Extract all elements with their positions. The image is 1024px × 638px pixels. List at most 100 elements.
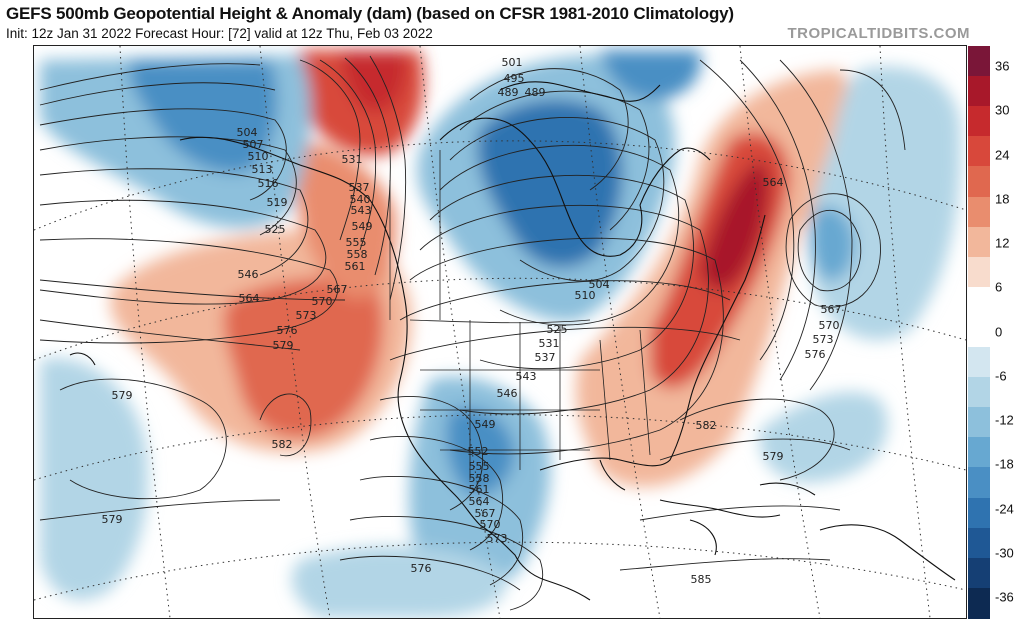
colorbar-segment [968, 557, 990, 589]
contour-label: 570 [312, 295, 333, 308]
contour-label: 573 [487, 532, 508, 545]
contour-label: 558 [347, 248, 368, 261]
negative-anomaly-north-atlantic [809, 66, 961, 340]
contour-label: 576 [411, 562, 432, 575]
contour-label: 516 [258, 177, 279, 190]
contour-label: 531 [342, 153, 363, 166]
colorbar-segment [968, 286, 990, 318]
contour-label: 543 [351, 204, 372, 217]
contour-label: 543 [516, 370, 537, 383]
colorbar-tick-label: 6 [995, 279, 1003, 295]
colorbar-segment [968, 256, 990, 288]
colorbar-segment [968, 347, 990, 379]
contour-label: 561 [345, 260, 366, 273]
colorbar-segment [968, 316, 990, 348]
contour-label: 558 [469, 472, 490, 485]
contour-label: 582 [696, 419, 717, 432]
colorbar-segment [968, 497, 990, 529]
colorbar-segment [968, 106, 990, 138]
contour-label: 525 [547, 323, 568, 336]
contour-label: 555 [469, 460, 490, 473]
colorbar-segment [968, 196, 990, 228]
contour-label: 567 [327, 283, 348, 296]
negative-anomaly-arctic [600, 50, 701, 100]
colorbar-segment [968, 437, 990, 469]
contour-label: 552 [468, 445, 489, 458]
contour-label: 489 [525, 86, 546, 99]
colorbar-segment [968, 407, 990, 439]
colorbar-tick-label: 0 [995, 324, 1003, 339]
negative-anomaly-mexico [291, 546, 506, 618]
contour-label: 564 [239, 292, 260, 305]
political-borders [389, 150, 651, 480]
coastlines [69, 81, 956, 601]
colorbar-tick-label: -24 [995, 501, 1014, 516]
colorbar-segment [968, 46, 990, 77]
colorbar-tick-label: 12 [995, 235, 1010, 251]
height-contours [39, 55, 906, 611]
contour-label: 546 [497, 387, 518, 400]
contour-label: 567 [475, 507, 496, 520]
colorbar-segment [968, 136, 990, 168]
colorbar-segment [968, 467, 990, 499]
contour-label: 573 [296, 309, 317, 322]
contour-label: 585 [691, 573, 712, 586]
contour-label: 576 [277, 324, 298, 337]
contour-label: 570 [819, 319, 840, 332]
colorbar-tick-label: -12 [995, 412, 1014, 428]
negative-anomaly-subtropical-atlantic [759, 391, 888, 483]
negative-anomaly-southwest-core [446, 407, 515, 496]
contour-label: 537 [535, 351, 556, 364]
colorbar-tick-label: 18 [995, 191, 1010, 207]
forecast-info: Init: 12z Jan 31 2022 Forecast Hour: [72… [6, 26, 433, 41]
contour-label: 525 [265, 223, 286, 236]
negative-anomaly-central-pacific [40, 358, 149, 600]
negative-anomaly-gulf-alaska-core [129, 60, 278, 173]
contour-label: 504 [589, 278, 610, 291]
contour-label: 579 [112, 389, 133, 402]
colorbar-tick-label: -6 [995, 368, 1007, 384]
positive-anomaly-east-pacific-core [223, 277, 384, 438]
chart-header: GEFS 500mb Geopotential Height & Anomaly… [0, 0, 1024, 46]
contour-label: 495 [504, 72, 525, 85]
contour-label: 540 [350, 193, 371, 206]
colorbar-segment [968, 76, 990, 108]
colorbar-segment [968, 377, 990, 409]
negative-anomaly-north-atlantic-core [809, 206, 855, 281]
contour-label: 564 [469, 495, 490, 508]
contour-label: 582 [272, 438, 293, 451]
contour-label: 579 [102, 513, 123, 526]
contour-label: 513 [252, 163, 273, 176]
contour-label: 564 [763, 176, 784, 189]
contour-label: 510 [248, 150, 269, 163]
contour-label: 489 [498, 86, 519, 99]
colorbar-tick-label: -36 [995, 589, 1014, 605]
colorbar-tick-label: 36 [995, 58, 1010, 74]
contour-label: 531 [539, 337, 560, 350]
contour-label: 549 [352, 220, 373, 233]
contour-label: 507 [243, 138, 264, 151]
colorbar-segment [968, 226, 990, 258]
contour-label: 519 [267, 196, 288, 209]
contour-label: 573 [813, 333, 834, 346]
contour-label: 555 [346, 236, 367, 249]
colorbar-tick-label: 30 [995, 102, 1010, 118]
weather-map[interactable]: 501 495 489 489 504 507 510 513 516 519 525 531 537 5… [33, 45, 967, 619]
contour-label: 570 [480, 518, 501, 531]
colorbar-tick-label: -18 [995, 456, 1014, 472]
contour-label: 561 [469, 483, 490, 496]
colorbar-segment [968, 527, 990, 559]
contour-label: 510 [575, 289, 596, 302]
contour-label: 579 [273, 339, 294, 352]
contour-label: 579 [763, 450, 784, 463]
contour-label: 504 [237, 126, 258, 139]
contour-label: 549 [475, 418, 496, 431]
site-watermark: TROPICALTIDBITS.COM [787, 25, 970, 42]
colorbar-tick-label: 24 [995, 147, 1010, 162]
contour-label: 537 [349, 181, 370, 194]
colorbar-segment [968, 587, 990, 619]
colorbar-segment [968, 166, 990, 198]
anomaly-colorbar [968, 46, 990, 619]
